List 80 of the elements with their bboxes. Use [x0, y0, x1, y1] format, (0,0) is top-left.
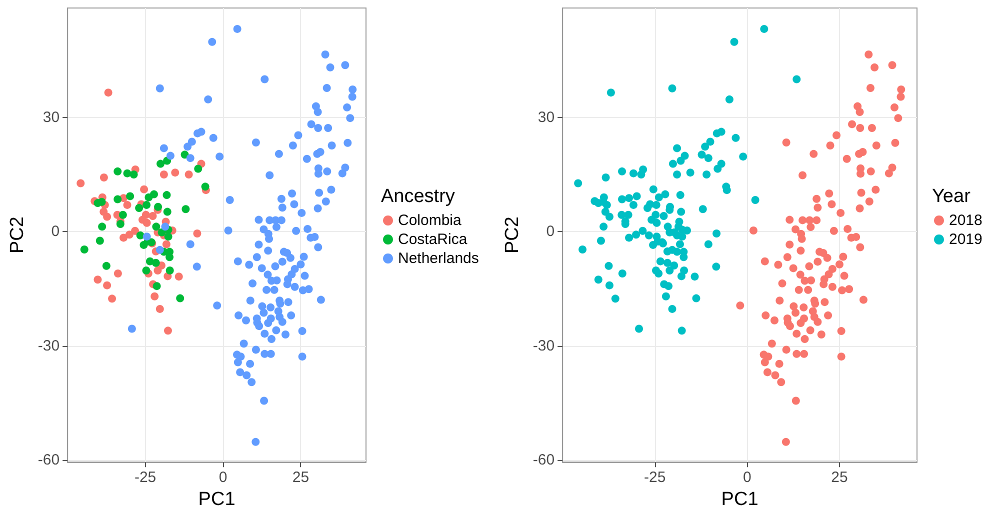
point — [76, 179, 85, 188]
y-tick-label: -60 — [38, 452, 60, 469]
point — [166, 266, 174, 274]
point — [103, 212, 112, 221]
point — [80, 246, 88, 254]
point — [114, 195, 122, 204]
y-axis-title: PC2 — [502, 216, 523, 254]
y-tick-label: 0 — [51, 223, 60, 240]
point — [118, 210, 127, 219]
point — [142, 200, 151, 209]
y-tick-label: 30 — [538, 108, 555, 126]
x-tick-label: 25 — [292, 469, 310, 486]
point — [174, 272, 183, 281]
x-tick-label: 0 — [218, 469, 228, 486]
x-tick-label: -25 — [644, 469, 666, 486]
point — [156, 304, 164, 313]
point — [154, 266, 162, 274]
point — [150, 292, 159, 300]
point — [98, 198, 106, 206]
point — [142, 218, 151, 227]
point — [163, 208, 172, 216]
point — [123, 200, 132, 209]
point — [164, 232, 172, 241]
point — [103, 281, 112, 290]
x-axis-title: PC1 — [198, 489, 236, 510]
point — [116, 220, 124, 228]
point — [160, 170, 168, 178]
legend-label: 2018 — [949, 212, 982, 229]
y-axis-title: PC2 — [7, 216, 28, 254]
point — [100, 174, 108, 182]
legend-label: Colombia — [398, 212, 462, 229]
point — [156, 160, 165, 168]
x-tick-label: 25 — [831, 469, 848, 486]
point — [152, 258, 160, 267]
point — [148, 212, 157, 220]
legend-title: Year — [932, 186, 972, 207]
y-tick-label: 30 — [42, 108, 60, 126]
point — [193, 230, 202, 238]
point — [194, 164, 202, 173]
point — [94, 276, 102, 284]
y-tick-label: 0 — [546, 223, 555, 240]
point — [131, 226, 140, 235]
point — [164, 326, 172, 335]
point — [176, 294, 184, 302]
point — [135, 204, 144, 212]
point — [162, 191, 171, 200]
point — [171, 168, 180, 177]
point — [150, 190, 158, 198]
legend-label: Netherlands — [398, 250, 479, 267]
point — [104, 88, 112, 97]
point — [108, 294, 116, 303]
point — [126, 192, 134, 200]
point — [114, 270, 122, 278]
x-tick-label: 0 — [743, 469, 752, 486]
point — [140, 185, 148, 194]
legend-title: Ancestry — [381, 186, 456, 207]
y-tick-label: -30 — [532, 337, 555, 354]
point — [142, 266, 150, 274]
point — [182, 205, 190, 214]
y-tick-label: -30 — [38, 337, 60, 354]
y-tick-label: -60 — [532, 452, 555, 469]
point — [152, 282, 161, 290]
point — [136, 231, 144, 240]
point — [152, 222, 160, 231]
point — [114, 167, 122, 176]
point — [184, 170, 193, 178]
point — [96, 236, 104, 245]
point — [98, 222, 106, 231]
point — [201, 182, 210, 191]
point — [130, 170, 138, 178]
point — [102, 262, 110, 270]
legend-label: CostaRica — [398, 231, 468, 248]
point — [125, 230, 134, 239]
x-tick-label: -25 — [134, 469, 156, 486]
x-axis-title: PC1 — [721, 489, 758, 510]
point — [154, 202, 162, 211]
legend-label: 2019 — [949, 231, 982, 248]
point — [120, 234, 128, 242]
point — [162, 240, 170, 248]
point — [180, 150, 189, 159]
